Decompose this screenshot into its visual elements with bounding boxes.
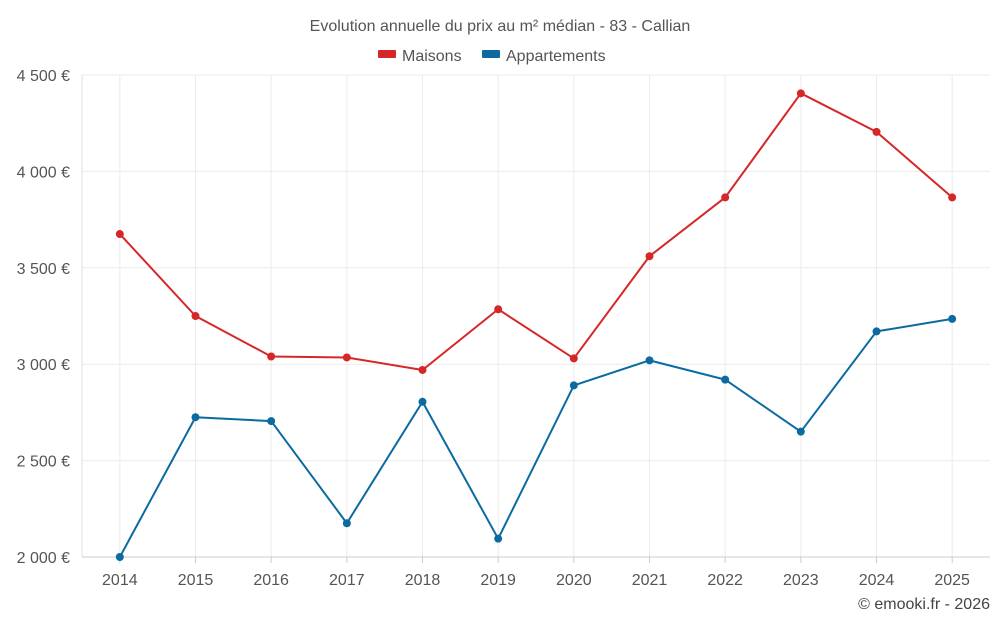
data-point-maisons[interactable] — [267, 352, 276, 361]
y-tick-label: 2 000 € — [17, 550, 70, 567]
data-point-maisons[interactable] — [342, 353, 351, 362]
data-point-maisons[interactable] — [645, 252, 654, 261]
legend-label-appartements: Appartements — [506, 48, 606, 65]
y-tick-label: 4 500 € — [17, 68, 70, 85]
data-point-maisons[interactable] — [115, 230, 124, 239]
legend-label-maisons: Maisons — [402, 48, 462, 65]
data-point-appartements[interactable] — [645, 356, 654, 365]
y-tick-label: 3 500 € — [17, 261, 70, 278]
grid — [82, 74, 990, 558]
data-point-appartements[interactable] — [267, 417, 276, 426]
data-point-maisons[interactable] — [494, 305, 503, 314]
y-tick-label: 3 000 € — [17, 357, 70, 374]
data-point-appartements[interactable] — [948, 314, 957, 323]
legend: Maisons Appartements — [378, 48, 606, 65]
x-tick-label: 2024 — [859, 572, 895, 589]
x-tick-label: 2019 — [480, 572, 516, 589]
series-line-maisons — [119, 92, 953, 371]
credit-text: © emooki.fr - 2026 — [858, 596, 990, 613]
data-point-appartements[interactable] — [342, 519, 351, 528]
x-tick-label: 2022 — [707, 572, 743, 589]
y-tick-label: 2 500 € — [17, 454, 70, 471]
legend-swatch-appartements — [482, 50, 500, 58]
legend-item-appartements[interactable]: Appartements — [482, 48, 606, 65]
legend-item-maisons[interactable]: Maisons — [378, 48, 462, 65]
data-point-appartements[interactable] — [191, 413, 200, 422]
data-point-maisons[interactable] — [948, 193, 957, 202]
x-tick-label: 2014 — [102, 572, 138, 589]
data-point-maisons[interactable] — [191, 312, 200, 320]
axes: 2 000 € 2 500 € 3 000 € 3 500 € 4 000 € 4 500… — [17, 68, 990, 589]
data-point-appartements[interactable] — [115, 553, 124, 561]
chart-title: Evolution annuelle du prix au m² médian … — [310, 18, 691, 35]
data-point-appartements[interactable] — [796, 427, 805, 436]
legend-swatch-maisons — [378, 50, 396, 58]
data-point-maisons[interactable] — [418, 365, 427, 374]
data-point-appartements[interactable] — [418, 397, 427, 406]
x-tick-label: 2018 — [405, 572, 441, 589]
data-point-maisons[interactable] — [569, 354, 578, 363]
series — [115, 89, 957, 561]
x-tick-label: 2016 — [253, 572, 289, 589]
x-tick-label: 2025 — [934, 572, 970, 589]
x-tick-label: 2017 — [329, 572, 365, 589]
data-point-maisons[interactable] — [872, 127, 881, 136]
x-tick-label: 2023 — [783, 572, 819, 589]
x-tick-label: 2015 — [178, 572, 214, 589]
data-point-maisons[interactable] — [721, 193, 730, 202]
series-line-appartements — [118, 317, 953, 558]
data-point-appartements[interactable] — [721, 375, 730, 384]
x-tick-label: 2020 — [556, 572, 592, 589]
data-point-maisons[interactable] — [796, 89, 805, 98]
y-tick-label: 4 000 € — [17, 164, 70, 181]
data-point-appartements[interactable] — [872, 327, 881, 336]
x-tick-label: 2021 — [632, 572, 668, 589]
data-point-appartements[interactable] — [494, 534, 503, 543]
data-point-appartements[interactable] — [569, 381, 578, 390]
